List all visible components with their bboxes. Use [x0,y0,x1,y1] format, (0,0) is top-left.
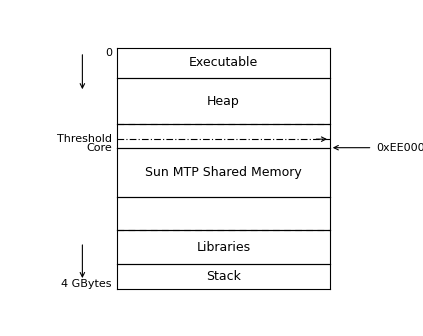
Text: Executable: Executable [189,56,258,70]
Text: 0xEE000000: 0xEE000000 [376,143,423,153]
Text: Stack: Stack [206,270,241,283]
Text: Threshold: Threshold [57,134,112,144]
Text: 4 GBytes: 4 GBytes [61,279,112,289]
Text: 0: 0 [105,48,112,58]
Text: Core: Core [86,143,112,153]
Text: Libraries: Libraries [196,241,250,254]
Text: Heap: Heap [207,95,240,108]
Text: Sun MTP Shared Memory: Sun MTP Shared Memory [145,166,302,179]
